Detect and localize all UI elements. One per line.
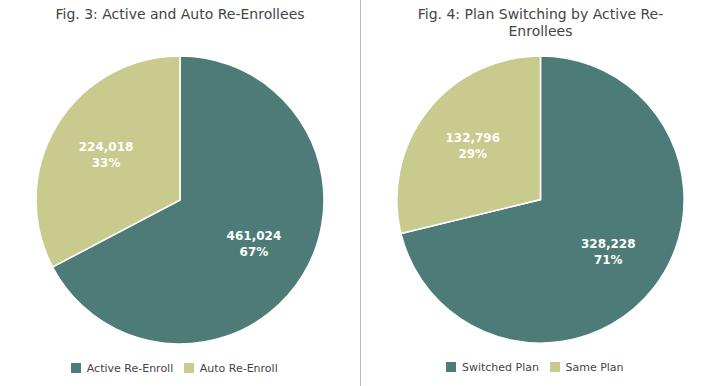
svg-text:224,01833%: 224,01833%	[79, 140, 134, 170]
html-text:Fig. 3: Active and Auto Re-Enr: Fig. 3: Active and Auto Re-Enrollees	[55, 6, 305, 22]
html-text:Same Plan: Same Plan	[565, 360, 624, 374]
svg-text:132,79629%: 132,79629%	[446, 131, 500, 161]
html-text:Active Re-Enroll: Active Re-Enroll	[86, 361, 174, 375]
svg-text:461,02467%: 461,02467%	[227, 229, 282, 259]
html-text:Switched Plan: Switched Plan	[461, 360, 539, 374]
svg-text:328,22871%: 328,22871%	[581, 237, 635, 267]
html-text:Fig. 4: Plan Switching by Acti: Fig. 4: Plan Switching by Active Re- Enr…	[417, 6, 664, 39]
html-text:Auto Re-Enroll: Auto Re-Enroll	[199, 361, 278, 375]
